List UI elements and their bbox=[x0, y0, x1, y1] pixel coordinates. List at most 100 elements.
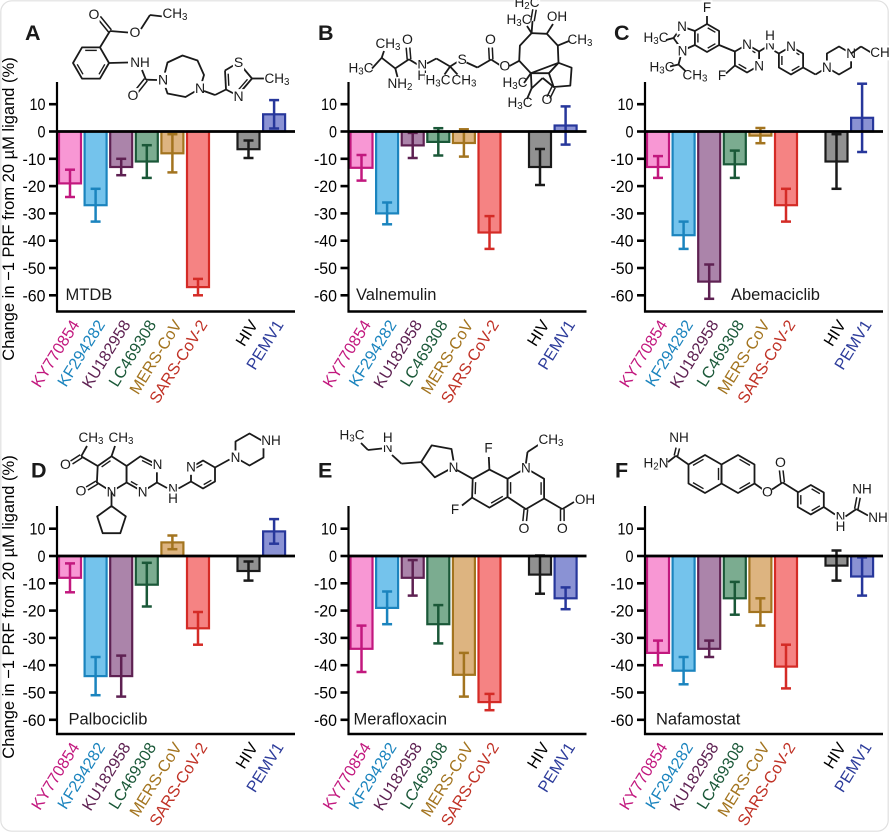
svg-text:F: F bbox=[703, 0, 711, 15]
svg-text:OH: OH bbox=[575, 492, 595, 507]
svg-text:-40: -40 bbox=[611, 232, 634, 251]
svg-text:Change in −1 PRF from 20 µM li: Change in −1 PRF from 20 µM ligand (%) bbox=[0, 455, 18, 758]
svg-text:H2N: H2N bbox=[644, 456, 669, 473]
svg-text:-20: -20 bbox=[314, 177, 337, 196]
svg-text:CH3: CH3 bbox=[539, 432, 564, 449]
svg-text:O: O bbox=[519, 520, 530, 536]
svg-text:N: N bbox=[678, 44, 688, 59]
svg-text:10: 10 bbox=[321, 95, 337, 114]
svg-text:-10: -10 bbox=[23, 150, 46, 169]
svg-text:MTDB: MTDB bbox=[66, 286, 113, 304]
svg-text:N: N bbox=[138, 485, 148, 500]
svg-text:-60: -60 bbox=[611, 286, 634, 305]
svg-text:10: 10 bbox=[321, 520, 337, 539]
svg-text:N: N bbox=[786, 39, 796, 54]
svg-text:Change in −1 PRF from 20 µM li: Change in −1 PRF from 20 µM ligand (%) bbox=[0, 57, 18, 360]
svg-text:10: 10 bbox=[30, 520, 46, 539]
svg-text:H: H bbox=[417, 68, 427, 83]
svg-text:O: O bbox=[130, 24, 141, 40]
svg-text:-40: -40 bbox=[314, 656, 337, 675]
svg-text:N: N bbox=[168, 482, 178, 497]
svg-text:N: N bbox=[153, 457, 163, 472]
svg-text:CH3: CH3 bbox=[163, 6, 188, 23]
svg-text:O: O bbox=[557, 520, 568, 536]
svg-text:-50: -50 bbox=[611, 684, 634, 703]
svg-text:CH3: CH3 bbox=[376, 36, 401, 53]
svg-text:-10: -10 bbox=[611, 150, 634, 169]
svg-text:0: 0 bbox=[626, 123, 634, 142]
svg-text:-40: -40 bbox=[23, 232, 46, 251]
svg-text:O: O bbox=[402, 31, 413, 47]
svg-text:OH: OH bbox=[547, 9, 567, 24]
svg-text:CH3: CH3 bbox=[265, 71, 290, 88]
svg-text:B: B bbox=[318, 21, 334, 45]
svg-text:NH2: NH2 bbox=[388, 76, 413, 93]
svg-text:O: O bbox=[499, 58, 510, 74]
svg-text:N: N bbox=[233, 88, 243, 104]
svg-text:F: F bbox=[484, 441, 492, 456]
svg-text:-30: -30 bbox=[611, 204, 634, 223]
svg-text:N: N bbox=[449, 460, 459, 475]
svg-text:-30: -30 bbox=[611, 629, 634, 648]
svg-text:10: 10 bbox=[618, 95, 634, 114]
svg-text:-20: -20 bbox=[23, 602, 46, 621]
svg-text:NH: NH bbox=[852, 482, 872, 497]
svg-text:C: C bbox=[614, 21, 630, 45]
svg-text:-10: -10 bbox=[23, 574, 46, 593]
svg-text:D: D bbox=[31, 459, 47, 483]
svg-text:H3C: H3C bbox=[503, 75, 528, 92]
svg-text:0: 0 bbox=[329, 547, 337, 566]
svg-text:S: S bbox=[234, 54, 243, 70]
svg-text:10: 10 bbox=[30, 95, 46, 114]
svg-text:H3C: H3C bbox=[650, 60, 675, 77]
svg-text:-40: -40 bbox=[23, 656, 46, 675]
svg-text:H3C: H3C bbox=[508, 95, 533, 112]
svg-text:N: N bbox=[383, 440, 393, 455]
svg-text:CH3: CH3 bbox=[683, 68, 708, 85]
svg-text:NH: NH bbox=[868, 510, 888, 525]
svg-text:0: 0 bbox=[329, 123, 337, 142]
svg-text:N: N bbox=[186, 460, 196, 475]
svg-text:H: H bbox=[765, 28, 775, 43]
svg-text:-50: -50 bbox=[23, 259, 46, 278]
svg-text:-50: -50 bbox=[314, 684, 337, 703]
svg-text:-30: -30 bbox=[23, 204, 46, 223]
svg-text:H3C: H3C bbox=[349, 61, 374, 78]
svg-text:-30: -30 bbox=[23, 629, 46, 648]
svg-text:O: O bbox=[762, 484, 773, 500]
svg-text:-20: -20 bbox=[314, 602, 337, 621]
svg-text:H: H bbox=[383, 430, 393, 445]
svg-text:NH: NH bbox=[130, 55, 150, 70]
svg-text:-30: -30 bbox=[314, 629, 337, 648]
svg-text:CH3: CH3 bbox=[568, 32, 593, 49]
svg-text:NH: NH bbox=[261, 433, 281, 448]
svg-text:-40: -40 bbox=[314, 232, 337, 251]
svg-text:-60: -60 bbox=[314, 711, 337, 730]
svg-text:Nafamostat: Nafamostat bbox=[656, 710, 741, 728]
svg-text:O: O bbox=[485, 31, 496, 47]
svg-text:F: F bbox=[451, 502, 459, 517]
svg-text:-30: -30 bbox=[314, 204, 337, 223]
svg-text:-20: -20 bbox=[23, 177, 46, 196]
svg-text:-60: -60 bbox=[611, 711, 634, 730]
svg-text:Palbociclib: Palbociclib bbox=[69, 710, 148, 728]
svg-text:CH3: CH3 bbox=[452, 73, 477, 90]
svg-text:-10: -10 bbox=[314, 574, 337, 593]
svg-text:-60: -60 bbox=[23, 711, 46, 730]
svg-text:O: O bbox=[76, 483, 87, 499]
svg-text:Valnemulin: Valnemulin bbox=[356, 286, 436, 304]
svg-text:N: N bbox=[765, 38, 775, 53]
svg-text:-10: -10 bbox=[314, 150, 337, 169]
svg-text:H: H bbox=[836, 519, 846, 534]
svg-text:H: H bbox=[168, 491, 178, 506]
svg-text:S: S bbox=[458, 51, 467, 67]
svg-text:-60: -60 bbox=[314, 286, 337, 305]
svg-text:N: N bbox=[231, 450, 241, 465]
svg-text:N: N bbox=[822, 60, 832, 75]
svg-text:Merafloxacin: Merafloxacin bbox=[354, 710, 448, 728]
svg-text:H3C: H3C bbox=[644, 30, 669, 47]
svg-text:N: N bbox=[158, 72, 168, 88]
svg-text:F: F bbox=[718, 68, 726, 83]
svg-text:-50: -50 bbox=[314, 259, 337, 278]
svg-text:NH: NH bbox=[669, 430, 689, 445]
